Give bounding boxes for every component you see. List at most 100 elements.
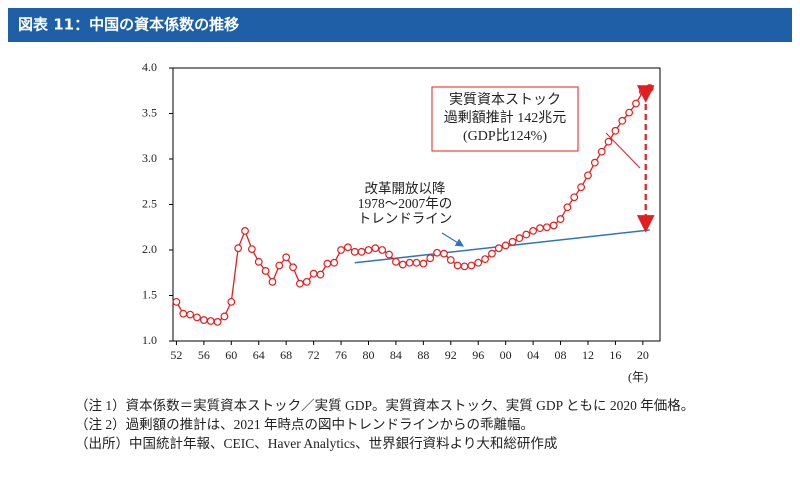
trend-annotation-arrow [441, 232, 465, 247]
x-tick-label: 96 [472, 348, 484, 362]
annotation-leader [605, 132, 641, 169]
point [611, 126, 620, 135]
x-tick-label: 52 [170, 348, 182, 362]
point [542, 223, 551, 232]
point [426, 254, 435, 263]
point [350, 247, 359, 256]
point [618, 116, 627, 125]
point [405, 258, 414, 267]
point [337, 246, 345, 254]
point [563, 203, 572, 212]
point [378, 246, 387, 254]
point [556, 215, 565, 223]
y-tick-label: 4.0 [142, 60, 157, 74]
x-tick-label: 92 [445, 348, 457, 362]
point [268, 277, 277, 286]
point [433, 248, 441, 257]
annotation-box [431, 86, 579, 152]
point [295, 279, 304, 288]
x-tick-label: 00 [500, 348, 512, 362]
point [344, 243, 352, 252]
point [440, 249, 448, 258]
point [206, 317, 215, 325]
x-tick-label: 16 [609, 348, 621, 362]
point [213, 317, 222, 326]
x-axis-label: (年) [628, 370, 648, 384]
point [186, 310, 195, 319]
point [446, 256, 455, 264]
x-tick-label: 76 [335, 348, 347, 362]
point [309, 269, 318, 278]
point [549, 221, 558, 230]
trend-annotation-text: 改革開放以降 [365, 181, 446, 196]
point [604, 137, 613, 146]
annotation-text: 過剰額推計 142兆元 [444, 110, 567, 126]
x-tick-label: 60 [225, 348, 237, 362]
point [234, 244, 243, 253]
point [522, 230, 531, 239]
point [316, 270, 325, 279]
point [364, 246, 373, 254]
point [282, 253, 291, 262]
point [330, 258, 339, 267]
point [412, 258, 421, 267]
trend-annotation-text: 1978～2007年の [358, 196, 453, 211]
point [371, 244, 380, 253]
point [577, 183, 586, 192]
y-tick-label: 1.0 [142, 333, 157, 347]
point [590, 158, 599, 167]
point [494, 244, 503, 253]
point [227, 297, 236, 306]
point [193, 313, 201, 322]
y-tick-label: 3.0 [142, 151, 157, 165]
point [638, 87, 647, 96]
point [453, 261, 462, 270]
x-tick-label: 20 [637, 348, 649, 362]
annotation-text: (GDP比124%) [463, 128, 547, 144]
note: （注 2）過剰額の推計は、2021 年時点の図中トレンドラインからの乖離幅。 [75, 417, 534, 432]
point [508, 237, 517, 246]
x-tick-label: 04 [527, 348, 539, 362]
x-tick-label: 64 [253, 348, 265, 362]
point [419, 259, 428, 268]
trend-annotation-text: トレンドライン [358, 211, 453, 226]
point [302, 277, 311, 286]
point [392, 257, 400, 266]
point [536, 224, 544, 233]
annotation-text: 実質資本ストック [449, 92, 561, 108]
header-title: 図表 11：中国の資本係数の推移 [18, 16, 239, 34]
point [172, 297, 181, 306]
point [570, 193, 579, 202]
point [645, 84, 654, 92]
note: （注 1）資本係数＝実質資本ストック／実質 GDP。実質資本ストック、実質 GD… [75, 398, 694, 413]
point [323, 259, 332, 268]
x-tick-label: 12 [582, 348, 594, 362]
point [460, 262, 469, 271]
point [254, 257, 263, 266]
point [241, 226, 249, 235]
x-tick-label: 68 [280, 348, 292, 362]
x-tick-label: 88 [417, 348, 429, 362]
point [481, 255, 489, 264]
point [289, 263, 297, 272]
point [220, 312, 229, 321]
point [625, 108, 634, 117]
point [357, 247, 366, 256]
point [261, 267, 270, 275]
point [584, 171, 592, 180]
header-bar [8, 8, 792, 42]
point [474, 258, 483, 267]
y-tick-label: 2.0 [142, 242, 157, 256]
point [597, 147, 606, 156]
x-tick-label: 08 [555, 348, 567, 362]
x-tick-label: 72 [308, 348, 320, 362]
point [385, 250, 393, 259]
point [515, 234, 524, 243]
point [488, 249, 496, 258]
point [275, 261, 284, 270]
y-tick-label: 3.5 [142, 105, 157, 119]
x-tick-label: 84 [390, 348, 402, 362]
x-tick-label: 80 [362, 348, 374, 362]
point [501, 241, 510, 250]
